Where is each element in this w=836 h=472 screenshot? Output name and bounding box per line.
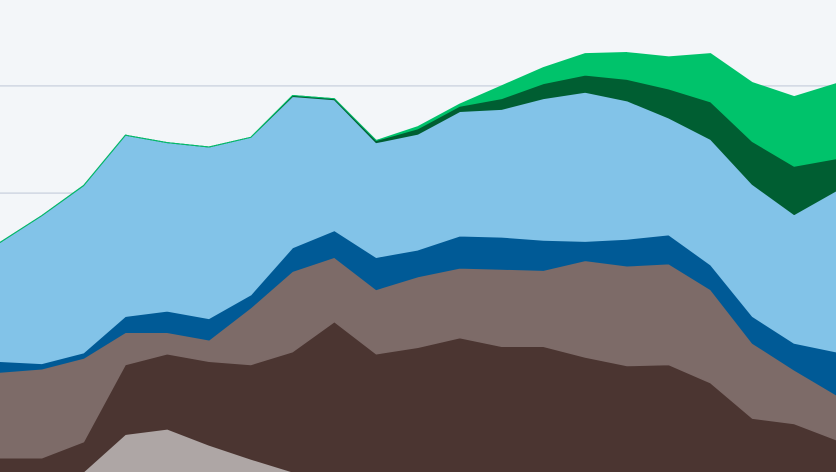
area-series-6 (0, 52, 836, 243)
area-series-group (0, 52, 836, 472)
